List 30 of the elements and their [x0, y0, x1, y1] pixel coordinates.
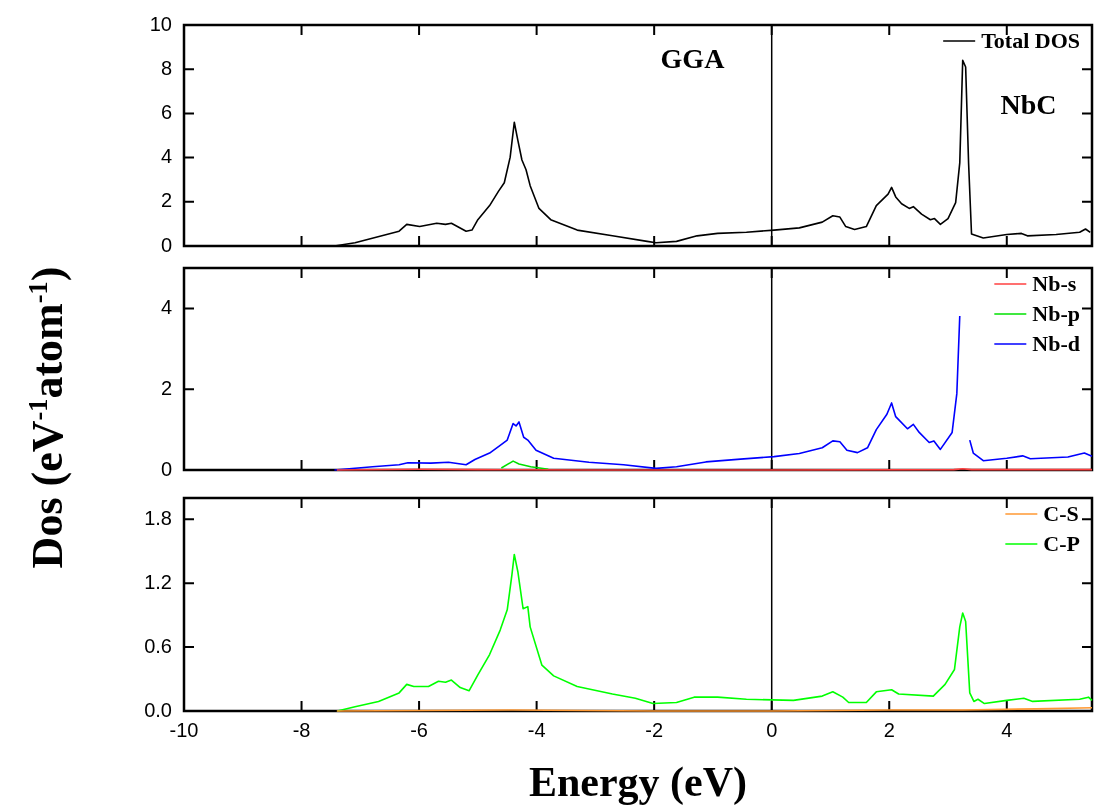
- x-tick-label: -10: [169, 718, 199, 741]
- y-tick-label: 4: [160, 295, 172, 318]
- annotation: GGA: [660, 42, 726, 74]
- y-tick-label: 2: [160, 189, 172, 212]
- annotation: NbC: [1000, 89, 1057, 120]
- x-tick-label: 2: [883, 718, 895, 741]
- y-tick-label: 1.2: [144, 570, 172, 593]
- legend-label: Nb-s: [1032, 270, 1077, 296]
- x-tick-label: 4: [1001, 718, 1013, 741]
- x-tick-label: -2: [645, 718, 664, 741]
- y-tick-label: 0.6: [144, 634, 172, 657]
- legend-label: C-P: [1043, 530, 1080, 556]
- y-tick-label: 0.0: [144, 698, 172, 721]
- y-tick-label: 0: [160, 457, 172, 480]
- y-tick-label: 2: [160, 376, 172, 399]
- legend-label: Nb-p: [1032, 300, 1080, 326]
- y-tick-label: 1.8: [144, 506, 172, 529]
- y-tick-label: 8: [160, 56, 172, 79]
- x-axis-title: Energy (eV): [528, 758, 748, 806]
- legend-label: Nb-d: [1032, 330, 1080, 356]
- legend-label: C-S: [1043, 500, 1079, 526]
- y-tick-label: 4: [160, 145, 172, 168]
- x-tick-label: 0: [766, 718, 778, 741]
- x-tick-label: -6: [410, 718, 428, 741]
- x-tick-label: -4: [527, 718, 546, 741]
- y-tick-label: 6: [160, 100, 172, 123]
- y-tick-label: 10: [149, 12, 172, 35]
- legend-label: Total DOS: [981, 27, 1080, 53]
- y-tick-label: 0: [160, 233, 172, 256]
- x-tick-label: -8: [292, 718, 311, 741]
